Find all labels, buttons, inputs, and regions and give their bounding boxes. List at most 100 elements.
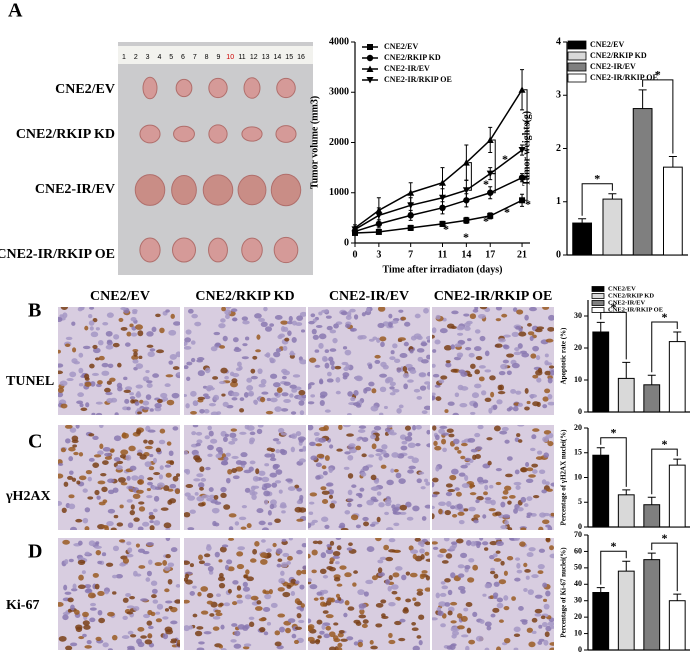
nucleus bbox=[350, 514, 359, 521]
nucleus bbox=[544, 353, 549, 358]
nucleus bbox=[264, 453, 272, 458]
nucleus bbox=[270, 453, 276, 459]
nucleus bbox=[128, 486, 134, 490]
tumor bbox=[171, 237, 197, 263]
nucleus bbox=[308, 522, 312, 529]
nucleus bbox=[484, 647, 490, 650]
nucleus bbox=[507, 500, 512, 505]
nucleus bbox=[209, 613, 215, 617]
nucleus bbox=[280, 570, 285, 576]
nucleus bbox=[254, 606, 263, 611]
nucleus bbox=[520, 496, 527, 503]
nucleus bbox=[84, 551, 90, 556]
nucleus bbox=[347, 473, 354, 479]
nucleus bbox=[532, 469, 538, 474]
nucleus bbox=[120, 326, 128, 331]
nucleus bbox=[229, 432, 237, 438]
nucleus bbox=[165, 472, 172, 478]
nucleus bbox=[146, 380, 153, 384]
nucleus bbox=[506, 370, 512, 376]
nucleus bbox=[101, 362, 109, 368]
nucleus bbox=[452, 412, 459, 415]
nucleus bbox=[95, 327, 100, 331]
tumor bbox=[275, 125, 297, 143]
nucleus bbox=[347, 311, 352, 317]
nucleus bbox=[116, 382, 123, 389]
nucleus bbox=[357, 589, 365, 596]
nucleus bbox=[189, 590, 196, 596]
ruler-number: 14 bbox=[274, 54, 282, 61]
nucleus bbox=[231, 397, 238, 401]
nucleus bbox=[225, 314, 230, 320]
nucleus bbox=[493, 558, 502, 562]
nucleus bbox=[168, 605, 173, 610]
nucleus bbox=[138, 355, 143, 359]
nucleus bbox=[547, 440, 554, 447]
nucleus bbox=[191, 431, 197, 436]
nucleus bbox=[216, 593, 221, 598]
nucleus bbox=[106, 397, 114, 404]
nucleus bbox=[156, 603, 164, 610]
ruler-number: 15 bbox=[285, 54, 293, 61]
y-tick-label: 40 bbox=[574, 579, 582, 588]
nucleus bbox=[234, 630, 241, 637]
y-tick-label: 0 bbox=[578, 645, 582, 654]
nucleus bbox=[349, 308, 356, 313]
nucleus bbox=[243, 392, 249, 398]
nucleus bbox=[112, 574, 118, 579]
nucleus bbox=[470, 363, 476, 369]
nucleus bbox=[531, 574, 539, 579]
nucleus bbox=[186, 376, 191, 381]
nucleus bbox=[423, 307, 429, 314]
nucleus bbox=[138, 506, 146, 512]
nucleus bbox=[218, 644, 223, 649]
nucleus bbox=[524, 314, 529, 321]
nucleus bbox=[514, 469, 520, 475]
nucleus bbox=[460, 455, 466, 460]
nucleus bbox=[173, 321, 180, 326]
nucleus bbox=[101, 370, 110, 376]
nucleus bbox=[137, 548, 146, 553]
bar bbox=[668, 341, 686, 413]
nucleus bbox=[231, 455, 239, 459]
nucleus bbox=[137, 627, 145, 632]
nucleus bbox=[313, 597, 319, 601]
nucleus bbox=[506, 555, 514, 561]
nucleus bbox=[73, 361, 80, 365]
nucleus bbox=[91, 372, 99, 376]
nucleus bbox=[75, 624, 83, 630]
nucleus bbox=[443, 345, 452, 351]
nucleus bbox=[242, 586, 250, 592]
nucleus bbox=[539, 512, 546, 518]
nucleus bbox=[384, 498, 392, 504]
nucleus bbox=[263, 483, 272, 489]
error-bar bbox=[673, 331, 682, 342]
tumor bbox=[276, 77, 296, 99]
nucleus bbox=[67, 475, 73, 480]
nucleus bbox=[200, 586, 209, 592]
nucleus bbox=[118, 317, 124, 322]
nucleus bbox=[359, 608, 365, 615]
nucleus bbox=[275, 548, 283, 555]
tumor bbox=[243, 77, 261, 99]
nucleus bbox=[328, 631, 336, 638]
nucleus bbox=[62, 312, 68, 319]
nucleus bbox=[541, 489, 548, 494]
nucleus bbox=[502, 344, 509, 348]
nucleus bbox=[528, 641, 536, 648]
nucleus bbox=[478, 376, 485, 382]
nucleus bbox=[427, 371, 430, 377]
nucleus bbox=[440, 623, 446, 628]
nucleus bbox=[233, 347, 242, 352]
nucleus bbox=[388, 538, 396, 543]
nucleus bbox=[526, 512, 533, 516]
ruler-number: 3 bbox=[146, 54, 150, 61]
ruler-number: 4 bbox=[157, 54, 161, 61]
nucleus bbox=[454, 392, 460, 398]
nucleus bbox=[152, 373, 160, 378]
nucleus bbox=[277, 558, 283, 563]
nucleus bbox=[268, 589, 273, 595]
tumor bbox=[241, 237, 263, 263]
nucleus bbox=[333, 577, 341, 582]
nucleus bbox=[407, 455, 414, 459]
